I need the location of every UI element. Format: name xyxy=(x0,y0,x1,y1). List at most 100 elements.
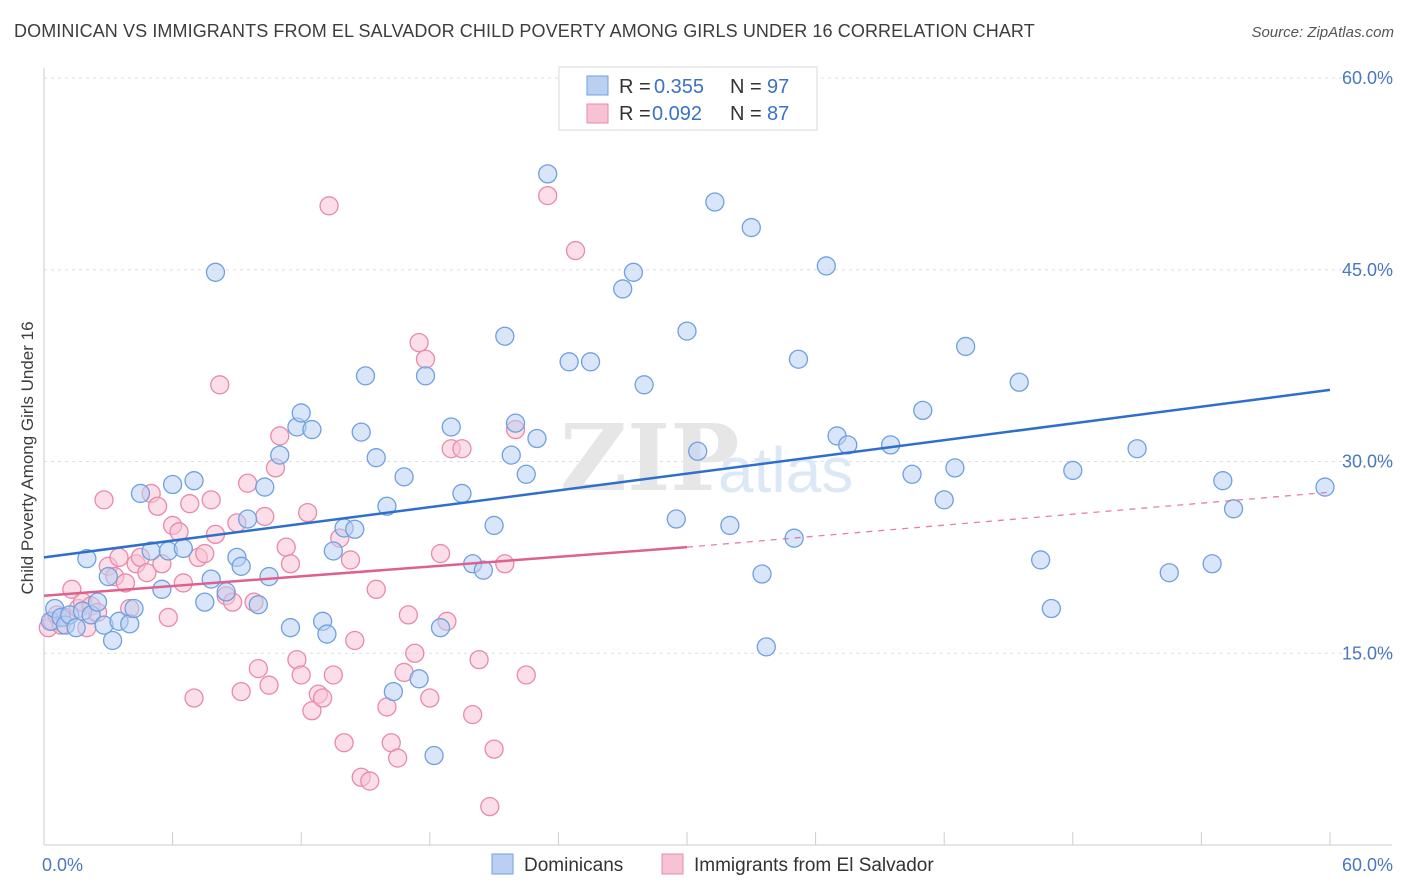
dominicans-point-23 xyxy=(195,592,215,612)
dominicans-point-22 xyxy=(184,471,204,491)
chart-title: DOMINICAN VS IMMIGRANTS FROM EL SALVADOR… xyxy=(14,21,1035,41)
dominicans-point-74 xyxy=(741,217,761,238)
dominicans-point-18 xyxy=(152,579,172,599)
dominicans-point-46 xyxy=(377,496,397,516)
dominicans-point-57 xyxy=(484,515,504,536)
legend-n-label-2: N = xyxy=(730,103,762,125)
dominicans-point-85 xyxy=(934,490,954,510)
el-salvador-point-71 xyxy=(430,543,451,564)
dominicans-point-32 xyxy=(259,566,279,587)
legend-n-label-1: N = xyxy=(730,76,762,98)
el-salvador-point-50 xyxy=(302,701,322,721)
dominicans-point-64 xyxy=(559,352,579,372)
dominicans-point-83 xyxy=(902,464,922,484)
el-salvador-point-58 xyxy=(345,630,365,651)
dominicans-point-34 xyxy=(280,618,301,638)
dominicans-point-94 xyxy=(1202,554,1222,574)
dominicans-point-86 xyxy=(945,458,965,478)
dominicans-point-29 xyxy=(237,509,258,529)
dominicans-point-63 xyxy=(538,164,558,184)
dominicans-point-26 xyxy=(216,582,236,602)
dominicans-point-75 xyxy=(752,564,772,584)
dominicans-point-28 xyxy=(231,556,251,576)
el-salvador-point-79 xyxy=(495,554,515,574)
dominicans-point-52 xyxy=(430,618,451,638)
y-tick-label-0: 15.0% xyxy=(1342,643,1393,663)
legend-swatch-dominicans xyxy=(586,75,609,96)
dominicans-point-49 xyxy=(409,669,429,689)
dominicans-point-60 xyxy=(505,413,526,433)
dominicans-point-9 xyxy=(87,592,108,612)
series-immigrants-el-salvador xyxy=(38,185,586,817)
dominicans-point-47 xyxy=(383,681,404,702)
el-salvador-point-74 xyxy=(452,439,472,459)
dominicans-point-15 xyxy=(124,598,144,619)
legend-r-label-2: R = xyxy=(619,103,651,125)
dominicans-point-72 xyxy=(705,192,725,212)
dominicans-point-70 xyxy=(677,321,697,341)
dominicans-point-30 xyxy=(248,595,268,615)
dominicans-point-97 xyxy=(1315,477,1335,497)
dominicans-point-79 xyxy=(816,256,836,276)
dominicans-point-33 xyxy=(270,445,290,465)
el-salvador-point-41 xyxy=(255,506,275,527)
el-salvador-point-11 xyxy=(94,490,114,510)
el-salvador-point-61 xyxy=(366,579,386,599)
el-salvador-point-14 xyxy=(109,547,129,568)
dominicans-point-24 xyxy=(201,569,221,589)
dominicans-point-87 xyxy=(955,336,976,357)
el-salvador-point-68 xyxy=(409,332,429,353)
watermark-atlas: atlas xyxy=(718,434,853,506)
el-salvador-point-33 xyxy=(210,375,230,395)
el-salvador-point-60 xyxy=(360,771,380,791)
dominicans-point-53 xyxy=(441,417,461,437)
dominicans-point-5 xyxy=(66,618,86,638)
el-salvador-point-57 xyxy=(340,550,361,570)
dominicans-point-16 xyxy=(130,483,151,504)
legend-swatch-el-salvador xyxy=(586,103,609,124)
el-salvador-point-70 xyxy=(420,688,440,708)
dominicans-point-44 xyxy=(355,366,376,386)
el-salvador-point-45 xyxy=(276,537,296,557)
legend-r-value-2: 0.092 xyxy=(652,103,702,125)
dominicans-point-68 xyxy=(634,375,654,395)
el-salvador-point-78 xyxy=(484,739,504,759)
dominicans-point-69 xyxy=(666,509,686,529)
x-tick-label-0: 0.0% xyxy=(42,855,83,875)
dominicans-point-31 xyxy=(255,477,275,497)
dominicans-point-7 xyxy=(77,549,97,569)
trend-lines xyxy=(43,388,1331,597)
legend-box: R = 0.355 N = 97 R = 0.092 N = 87 xyxy=(558,66,818,131)
el-salvador-point-77 xyxy=(480,797,500,817)
x-tick-label-1: 60.0% xyxy=(1342,855,1393,875)
dominicans-point-48 xyxy=(394,467,414,487)
el-salvador-point-27 xyxy=(180,494,200,514)
dominicans-point-89 xyxy=(1031,550,1051,570)
el-salvador-point-83 xyxy=(565,240,586,261)
el-salvador-point-75 xyxy=(463,704,483,725)
el-salvador-point-46 xyxy=(280,554,301,574)
el-salvador-point-42 xyxy=(259,675,279,695)
dominicans-point-12 xyxy=(102,630,123,651)
dominicans-point-84 xyxy=(913,400,933,421)
dominicans-point-66 xyxy=(613,279,633,299)
el-salvador-point-23 xyxy=(158,607,178,628)
el-salvador-point-64 xyxy=(387,748,408,768)
axes xyxy=(43,68,1392,846)
el-salvador-point-56 xyxy=(334,733,354,753)
dominicans-point-56 xyxy=(473,560,494,580)
dominicans-point-42 xyxy=(345,519,365,539)
el-salvador-point-40 xyxy=(248,658,268,679)
legend-n-value-1: 97 xyxy=(767,76,789,98)
legend-r-value-1: 0.355 xyxy=(654,76,704,98)
dominicans-point-61 xyxy=(516,464,536,484)
dominicans-point-40 xyxy=(323,541,344,561)
trend-el-salvador-solid xyxy=(43,545,688,597)
bottom-legend-dominicans: Dominicans xyxy=(524,855,623,876)
dominicans-point-59 xyxy=(501,445,521,465)
bottom-legend-el-salvador: Immigrants from El Salvador xyxy=(694,855,934,876)
dominicans-point-90 xyxy=(1041,598,1062,619)
dominicans-point-62 xyxy=(527,428,547,449)
trend-dominicans xyxy=(43,388,1331,559)
dominicans-point-51 xyxy=(424,745,444,766)
